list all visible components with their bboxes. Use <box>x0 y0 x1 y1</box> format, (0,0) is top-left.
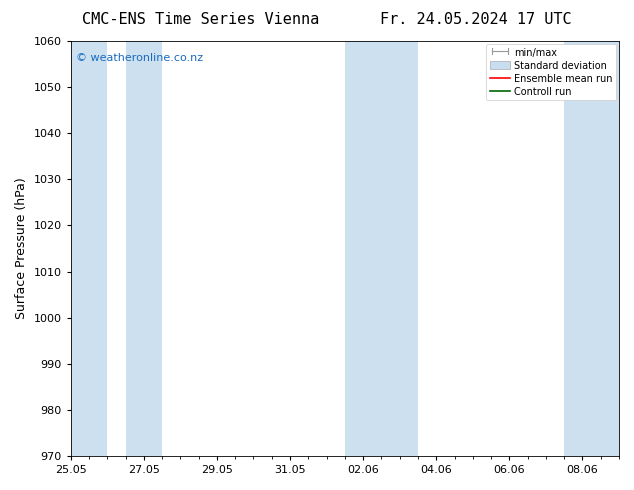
Bar <box>126 41 162 456</box>
Bar <box>345 41 418 456</box>
Text: Fr. 24.05.2024 17 UTC: Fr. 24.05.2024 17 UTC <box>380 12 572 27</box>
Bar <box>564 41 634 456</box>
Text: CMC-ENS Time Series Vienna: CMC-ENS Time Series Vienna <box>82 12 320 27</box>
Bar <box>71 41 107 456</box>
Y-axis label: Surface Pressure (hPa): Surface Pressure (hPa) <box>15 178 28 319</box>
Legend: min/max, Standard deviation, Ensemble mean run, Controll run: min/max, Standard deviation, Ensemble me… <box>486 44 616 100</box>
Text: © weatheronline.co.nz: © weatheronline.co.nz <box>76 53 204 64</box>
